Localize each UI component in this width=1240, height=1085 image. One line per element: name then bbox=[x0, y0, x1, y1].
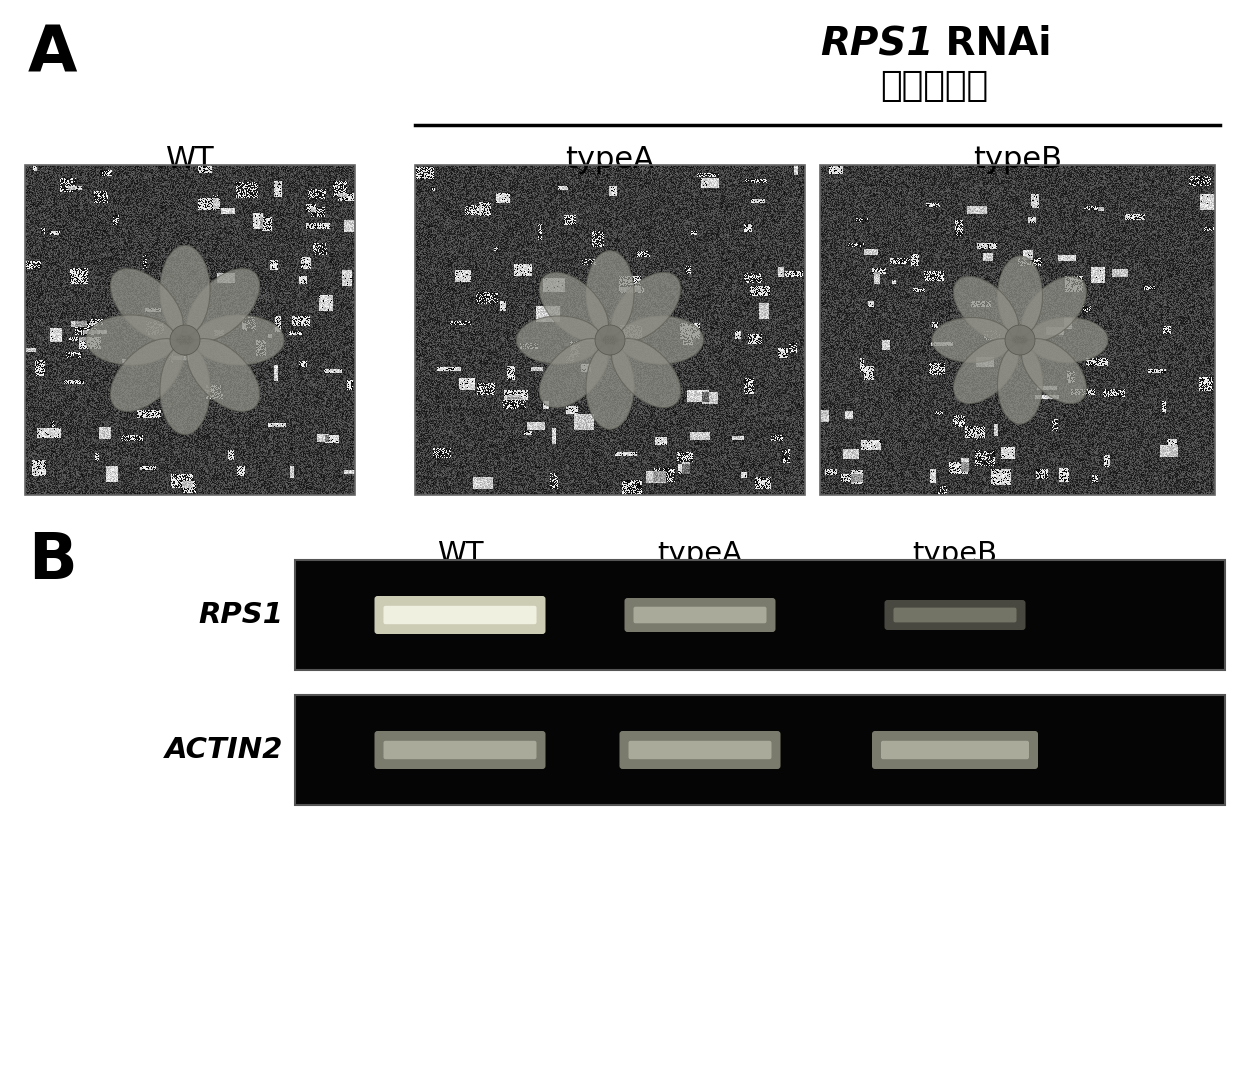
Text: typeA: typeA bbox=[565, 145, 655, 174]
Text: WT: WT bbox=[436, 540, 484, 569]
Ellipse shape bbox=[170, 326, 200, 355]
FancyBboxPatch shape bbox=[383, 741, 537, 760]
Ellipse shape bbox=[1028, 318, 1109, 362]
Text: typeB: typeB bbox=[913, 540, 997, 569]
Ellipse shape bbox=[1022, 339, 1086, 404]
Bar bbox=[295, 695, 1225, 805]
Text: WT: WT bbox=[166, 145, 215, 174]
Bar bbox=[820, 165, 1215, 495]
Ellipse shape bbox=[611, 272, 681, 342]
Bar bbox=[25, 165, 355, 495]
Ellipse shape bbox=[997, 256, 1043, 336]
Text: typeA: typeA bbox=[657, 540, 743, 569]
FancyBboxPatch shape bbox=[620, 731, 780, 769]
Ellipse shape bbox=[1004, 326, 1035, 355]
Bar bbox=[415, 165, 805, 495]
Text: B: B bbox=[29, 529, 77, 592]
Ellipse shape bbox=[619, 316, 703, 363]
FancyBboxPatch shape bbox=[625, 598, 775, 631]
Ellipse shape bbox=[595, 326, 625, 355]
Text: ACTIN2: ACTIN2 bbox=[165, 736, 283, 764]
Ellipse shape bbox=[587, 344, 634, 430]
FancyBboxPatch shape bbox=[374, 731, 546, 769]
Ellipse shape bbox=[187, 269, 259, 342]
Text: RNAi: RNAi bbox=[932, 25, 1052, 63]
Text: 雌激素诱导: 雌激素诱导 bbox=[880, 69, 988, 103]
FancyBboxPatch shape bbox=[634, 607, 766, 623]
FancyBboxPatch shape bbox=[383, 605, 537, 624]
Ellipse shape bbox=[193, 315, 284, 365]
Text: A: A bbox=[29, 23, 77, 85]
Ellipse shape bbox=[86, 315, 176, 365]
Bar bbox=[295, 560, 1225, 671]
FancyBboxPatch shape bbox=[884, 600, 1025, 630]
Ellipse shape bbox=[954, 277, 1018, 342]
Ellipse shape bbox=[160, 345, 210, 434]
Ellipse shape bbox=[110, 269, 184, 342]
Ellipse shape bbox=[954, 339, 1018, 404]
Ellipse shape bbox=[160, 245, 210, 335]
FancyBboxPatch shape bbox=[872, 731, 1038, 769]
FancyBboxPatch shape bbox=[374, 596, 546, 634]
FancyBboxPatch shape bbox=[880, 741, 1029, 760]
Text: RPS1: RPS1 bbox=[820, 25, 934, 63]
Ellipse shape bbox=[539, 272, 609, 342]
Ellipse shape bbox=[517, 316, 601, 363]
Text: typeB: typeB bbox=[973, 145, 1063, 174]
Text: RPS1: RPS1 bbox=[198, 601, 283, 629]
Ellipse shape bbox=[997, 344, 1043, 424]
FancyBboxPatch shape bbox=[629, 741, 771, 760]
Ellipse shape bbox=[187, 339, 259, 411]
Ellipse shape bbox=[611, 339, 681, 408]
Ellipse shape bbox=[932, 318, 1012, 362]
Ellipse shape bbox=[539, 339, 609, 408]
FancyBboxPatch shape bbox=[894, 608, 1017, 623]
Ellipse shape bbox=[1022, 277, 1086, 342]
Ellipse shape bbox=[587, 251, 634, 335]
Ellipse shape bbox=[110, 339, 184, 411]
